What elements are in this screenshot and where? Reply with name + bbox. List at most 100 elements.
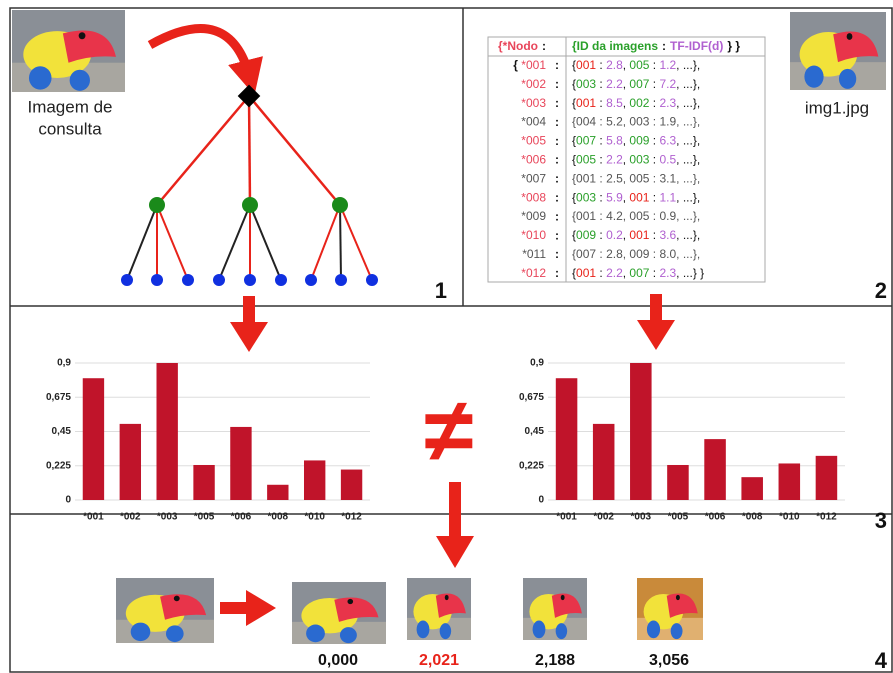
row-separator: : <box>555 77 559 91</box>
thumbnail <box>523 578 587 640</box>
panel-borders <box>9 7 893 673</box>
x-tick-label: *006 <box>705 512 726 523</box>
row-node: *009 <box>521 209 546 223</box>
table-header: {*Nodo: {ID da imagens: TF-IDF(d)} } <box>498 39 740 53</box>
row-node: *011 <box>522 247 546 261</box>
bar <box>156 363 178 500</box>
x-tick-label: *005 <box>194 512 215 523</box>
row-entry: {005 : 2.2, 003 : 0.5, ...}, <box>572 153 700 167</box>
y-tick-label: 0,9 <box>57 358 71 369</box>
leaf-node <box>121 274 133 286</box>
x-tick-label: *008 <box>268 512 289 523</box>
header-cell: : <box>542 39 546 53</box>
thumb-wheel <box>439 623 452 640</box>
thumb-eye <box>846 33 853 40</box>
thumb-wheel <box>28 66 52 90</box>
x-tick-label: *010 <box>304 512 325 523</box>
x-tick-label: *002 <box>593 512 614 523</box>
panel-number: 4 <box>875 648 888 673</box>
x-tick-label: *010 <box>779 512 800 523</box>
row-separator: : <box>555 190 559 204</box>
x-tick-label: *012 <box>341 512 362 523</box>
thumbnail <box>790 12 886 90</box>
y-tick-label: 0,45 <box>525 426 545 437</box>
row-node: *012 <box>521 266 546 280</box>
x-tick-label: *002 <box>120 512 141 523</box>
thumb-wheel <box>670 623 683 640</box>
leaf-node <box>366 274 378 286</box>
query-caption: consulta <box>38 119 102 138</box>
bar <box>592 423 615 500</box>
bar <box>741 477 763 500</box>
row-entry: {007 : 2.8, 009 : 8.0, ...}, <box>572 247 700 261</box>
bar <box>119 423 142 500</box>
thumbnail <box>407 578 471 640</box>
thumbnail <box>292 582 386 644</box>
table-frame <box>487 36 766 283</box>
y-tick-label: 0 <box>65 495 71 506</box>
tree-edge <box>126 204 158 281</box>
row-node: *006 <box>521 153 546 167</box>
curved-arrow <box>147 24 263 96</box>
y-tick-label: 0 <box>538 495 544 506</box>
thumb-wheel <box>532 620 546 639</box>
panel-number: 2 <box>875 278 887 303</box>
bar <box>704 439 726 500</box>
bar <box>267 484 289 500</box>
thumb-wheel <box>555 623 568 640</box>
thumb-wheel <box>130 622 151 642</box>
distance-label: 2,188 <box>535 652 575 669</box>
thumb-wheel <box>804 65 824 88</box>
row-separator: : <box>555 228 559 242</box>
row-separator: : <box>555 153 559 167</box>
row-entry: {003 : 2.2, 007 : 7.2, ...}, <box>572 77 700 91</box>
x-tick-label: *006 <box>231 512 252 523</box>
leaf-node <box>335 274 347 286</box>
bar <box>193 464 215 500</box>
tree-edge <box>339 204 342 281</box>
x-tick-label: *005 <box>668 512 689 523</box>
tree-edge <box>156 95 250 206</box>
x-tick-label: *001 <box>556 512 577 523</box>
row-entry: {001 : 2.5, 005 : 3.1, ...}, <box>572 172 700 186</box>
thumb-wheel <box>838 68 857 89</box>
leaf-node <box>275 274 287 286</box>
row-separator: : <box>555 266 559 280</box>
thumbnail <box>637 578 703 640</box>
distance-label: 2,021 <box>419 652 459 669</box>
thumb-eye <box>560 594 565 601</box>
thumb-beak <box>833 31 879 63</box>
bar <box>667 464 689 500</box>
y-tick-label: 0,45 <box>52 426 72 437</box>
row-entry: {001 : 4.2, 005 : 0.9, ...}, <box>572 209 700 223</box>
thumb-eye <box>347 598 354 605</box>
x-tick-label: *012 <box>816 512 837 523</box>
bar <box>630 363 652 500</box>
bar <box>555 378 578 500</box>
x-tick-label: *003 <box>631 512 652 523</box>
row-node: *010 <box>521 228 546 242</box>
thumb-wheel <box>416 620 430 639</box>
tree-edge <box>339 204 373 281</box>
thumb-beak <box>160 594 207 620</box>
bar <box>303 460 326 500</box>
row-entry: {001 : 2.8, 005 : 1.2, ...}, <box>572 58 700 72</box>
row-entry: {009 : 0.2, 001 : 3.6, ...}, <box>572 228 700 242</box>
row-entry: {003 : 5.9, 001 : 1.1, ...}, <box>572 190 700 204</box>
y-tick-label: 0,225 <box>519 460 544 471</box>
leaf-node <box>244 274 256 286</box>
x-tick-label: *001 <box>83 512 104 523</box>
leaf-node <box>151 274 163 286</box>
row-node: *005 <box>521 134 546 148</box>
row-entry: {001 : 8.5, 002 : 2.3, ...}, <box>572 96 700 110</box>
header-cell: {*Nodo <box>498 39 538 53</box>
tree-edge <box>156 204 189 281</box>
bar <box>778 463 801 500</box>
y-tick-label: 0,225 <box>46 460 71 471</box>
filename: img1.jpg <box>805 98 869 117</box>
thumb-beak <box>666 593 698 618</box>
thumb-beak <box>435 593 466 618</box>
row-entry: {007 : 5.8, 009 : 6.3, ...}, <box>572 134 700 148</box>
thumb-wheel <box>646 620 661 639</box>
row-entry: {001 : 2.2, 007 : 2.3, ...} } <box>572 266 704 280</box>
